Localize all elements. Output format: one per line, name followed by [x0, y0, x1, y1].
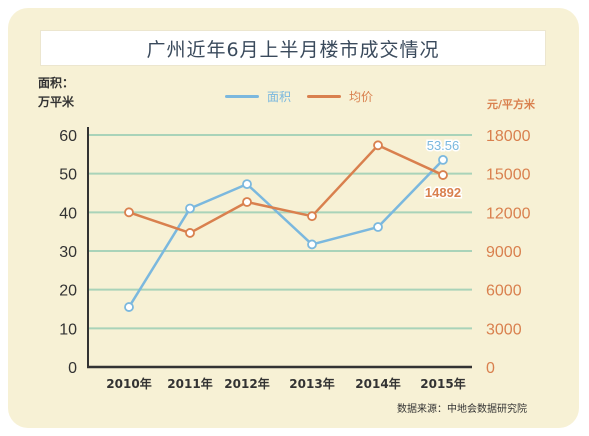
data-point-price [307, 211, 317, 222]
right-tick-label: 6000 [486, 283, 522, 300]
right-tick-label: 12000 [486, 205, 531, 222]
left-tick-label: 30 [59, 244, 77, 261]
left-tick-label: 40 [59, 205, 77, 222]
legend-label-price: 均价 [349, 90, 374, 104]
left-tick-label: 50 [59, 167, 77, 184]
legend-label-area: 面积 [267, 90, 292, 104]
data-point-area [438, 155, 448, 165]
legend-swatch-area [225, 95, 259, 98]
legend-swatch-price [307, 95, 341, 98]
series-line-area [127, 159, 444, 308]
left-tick-label: 10 [59, 321, 77, 338]
legend-item-area: 面积 [225, 88, 291, 105]
x-tick-label: 2010年 [106, 376, 151, 391]
right-tick-label: 9000 [486, 244, 522, 261]
data-label-area-2015: 53.56 [427, 138, 460, 153]
x-tick-label: 2013年 [289, 376, 334, 391]
series-line-price [128, 144, 444, 235]
data-point-price [242, 197, 252, 207]
data-point-price [438, 170, 448, 180]
right-tick-label: 3000 [486, 321, 522, 338]
data-point-area [124, 302, 134, 312]
data-point-area [373, 222, 383, 232]
data-point-price [124, 207, 134, 218]
data-point-area [185, 203, 195, 214]
left-axis-label-line2: 万平米 [38, 95, 75, 109]
data-point-area [242, 179, 252, 190]
data-label-price-2015: 14892 [425, 185, 461, 200]
right-tick-label: 15000 [486, 167, 531, 184]
legend-item-price: 均价 [307, 88, 373, 105]
left-tick-label: 60 [59, 128, 77, 145]
right-tick-label: 0 [486, 360, 495, 377]
left-tick-label: 20 [59, 283, 77, 300]
data-point-price [185, 228, 195, 238]
left-tick-label: 0 [68, 360, 77, 377]
left-axis-label-line1: 面积： [38, 76, 75, 90]
right-axis-label: 元/平方米 [487, 98, 536, 111]
x-tick-label: 2015年 [420, 376, 465, 391]
x-tick-label: 2011年 [167, 376, 212, 391]
data-point-area [307, 239, 317, 250]
x-tick-label: 2014年 [355, 376, 400, 391]
x-tick-label: 2012年 [224, 376, 269, 391]
chart-card [8, 8, 579, 428]
data-point-price [373, 140, 383, 151]
source-note: 数据来源：中地会数据研究院 [397, 404, 527, 415]
right-tick-label: 18000 [486, 128, 531, 145]
chart-title: 广州近年6月上半月楼市成交情况 [40, 30, 546, 66]
